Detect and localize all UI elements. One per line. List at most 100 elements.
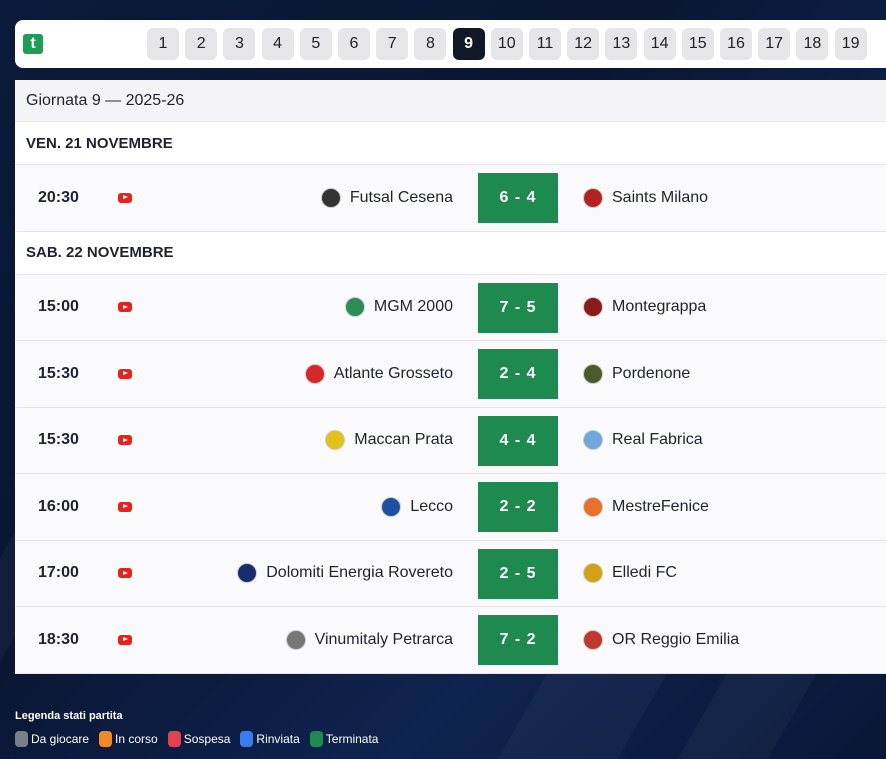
home-team-name: MGM 2000 — [373, 298, 453, 316]
match-row[interactable]: 20:30 Futsal Cesena 6 - 4 Saints Milano — [15, 165, 886, 232]
legend-label: Rinviata — [256, 732, 300, 746]
youtube-icon[interactable] — [118, 192, 132, 203]
match-row[interactable]: 16:00 Lecco 2 - 2 MestreFenice — [15, 474, 886, 541]
match-row[interactable]: 15:30 Atlante Grosseto 2 - 4 Pordenone — [15, 341, 886, 408]
away-team-crest-icon — [583, 496, 603, 517]
match-row[interactable]: 18:30 Vinumitaly Petrarca 7 - 2 OR Reggio E… — [15, 607, 886, 674]
home-team-crest-icon — [285, 629, 306, 650]
legend-label: Terminata — [325, 732, 379, 746]
round-button-19[interactable]: 19 — [834, 28, 867, 60]
match-score[interactable]: 2 - 2 — [478, 482, 558, 532]
youtube-icon[interactable] — [118, 302, 132, 313]
away-team[interactable]: Saints Milano — [583, 165, 708, 231]
youtube-icon[interactable] — [118, 368, 132, 379]
round-button-18[interactable]: 18 — [796, 28, 829, 60]
home-team-crest-icon — [325, 430, 346, 451]
match-time: 15:00 — [38, 298, 79, 316]
away-team[interactable]: MestreFenice — [583, 474, 709, 540]
home-team[interactable]: Dolomiti Energia Rovereto — [237, 541, 453, 607]
away-team[interactable]: Pordenone — [583, 341, 690, 407]
match-score[interactable]: 7 - 5 — [478, 282, 558, 333]
home-team[interactable]: Futsal Cesena — [320, 165, 453, 231]
youtube-icon[interactable] — [118, 435, 132, 446]
round-button-14[interactable]: 14 — [643, 28, 676, 60]
away-team-crest-icon — [583, 629, 603, 650]
legend-swatch-icon — [240, 731, 254, 747]
legend-swatch-icon — [167, 731, 181, 747]
legend-label: In corso — [115, 732, 158, 746]
away-team[interactable]: Elledi FC — [583, 541, 677, 607]
round-button-13[interactable]: 13 — [605, 28, 638, 60]
away-team-name: Saints Milano — [612, 188, 709, 206]
away-team[interactable]: Montegrappa — [583, 275, 706, 341]
legend-item: In corso — [99, 731, 158, 747]
youtube-icon[interactable] — [118, 634, 132, 645]
legend-item: Rinviata — [240, 731, 300, 747]
round-button-10[interactable]: 10 — [490, 28, 523, 60]
round-button-5[interactable]: 5 — [299, 28, 332, 60]
match-time: 15:30 — [38, 431, 79, 449]
match-score[interactable]: 2 - 4 — [478, 349, 558, 399]
legend-label: Sospesa — [183, 732, 231, 746]
day-header: SAB. 22 NOVEMBRE — [15, 231, 886, 275]
away-team-name: Real Fabrica — [612, 431, 703, 449]
home-team-name: Futsal Cesena — [349, 188, 453, 206]
match-score[interactable]: 7 - 2 — [478, 615, 558, 665]
legend-swatch-icon — [15, 731, 28, 747]
round-button-11[interactable]: 11 — [529, 28, 561, 60]
round-navigation: t 1 2 3 4 5 6 7 8 9 10 11 12 13 14 15 16 17 18 19 — [15, 20, 886, 68]
match-row[interactable]: 15:00 MGM 2000 7 - 5 Montegrappa — [15, 274, 886, 341]
home-team-name: Lecco — [410, 497, 453, 515]
home-team-name: Atlante Grosseto — [333, 364, 453, 382]
round-title: Giornata 9 — 2025-26 — [15, 80, 886, 122]
home-team-name: Vinumitaly Petrarca — [314, 630, 453, 648]
home-team-crest-icon — [237, 563, 258, 584]
round-button-16[interactable]: 16 — [720, 28, 752, 60]
match-score[interactable]: 4 - 4 — [478, 415, 558, 466]
away-team-name: MestreFenice — [612, 497, 709, 515]
away-team[interactable]: Real Fabrica — [583, 408, 703, 474]
legend-label: Da giocare — [31, 732, 90, 746]
round-button-3[interactable]: 3 — [223, 28, 256, 60]
round-button-15[interactable]: 15 — [681, 28, 714, 60]
match-time: 17:00 — [38, 564, 79, 582]
youtube-icon[interactable] — [118, 501, 132, 512]
match-score[interactable]: 2 - 5 — [478, 548, 558, 599]
away-team-crest-icon — [583, 430, 603, 451]
round-button-4[interactable]: 4 — [261, 28, 294, 60]
away-team-name: OR Reggio Emilia — [612, 630, 740, 648]
away-team-crest-icon — [583, 297, 603, 318]
legend-item: Terminata — [309, 731, 379, 747]
youtube-icon[interactable] — [118, 568, 132, 579]
away-team[interactable]: OR Reggio Emilia — [583, 607, 739, 673]
round-button-17[interactable]: 17 — [758, 28, 791, 60]
home-team[interactable]: MGM 2000 — [344, 275, 453, 341]
day-header: VEN. 21 NOVEMBRE — [15, 122, 886, 165]
home-team-name: Maccan Prata — [354, 431, 453, 449]
home-team[interactable]: Vinumitaly Petrarca — [285, 607, 453, 673]
round-button-12[interactable]: 12 — [567, 28, 600, 60]
legend-title: Legenda stati partita — [15, 710, 123, 722]
site-logo-icon[interactable]: t — [23, 34, 43, 54]
away-team-name: Pordenone — [612, 364, 691, 382]
home-team-crest-icon — [320, 187, 341, 208]
home-team[interactable]: Lecco — [381, 474, 453, 540]
home-team-crest-icon — [304, 363, 325, 384]
match-time: 15:30 — [38, 364, 79, 382]
status-legend: Da giocare In corso Sospesa Rinviata Termina… — [15, 731, 378, 747]
match-row[interactable]: 15:30 Maccan Prata 4 - 4 Real Fabrica — [15, 407, 886, 474]
away-team-name: Montegrappa — [612, 298, 707, 316]
legend-swatch-icon — [309, 731, 323, 747]
round-button-2[interactable]: 2 — [185, 28, 218, 60]
home-team[interactable]: Atlante Grosseto — [304, 341, 453, 407]
round-button-6[interactable]: 6 — [338, 28, 370, 60]
round-button-1[interactable]: 1 — [147, 28, 179, 60]
legend-item: Sospesa — [167, 731, 231, 747]
match-row[interactable]: 17:00 Dolomiti Energia Rovereto 2 - 5 Elled… — [15, 540, 886, 607]
away-team-crest-icon — [583, 563, 603, 584]
round-button-8[interactable]: 8 — [414, 28, 447, 60]
match-score[interactable]: 6 - 4 — [478, 173, 558, 223]
home-team[interactable]: Maccan Prata — [325, 408, 453, 474]
round-button-9[interactable]: 9 — [452, 28, 485, 60]
round-button-7[interactable]: 7 — [376, 28, 409, 60]
